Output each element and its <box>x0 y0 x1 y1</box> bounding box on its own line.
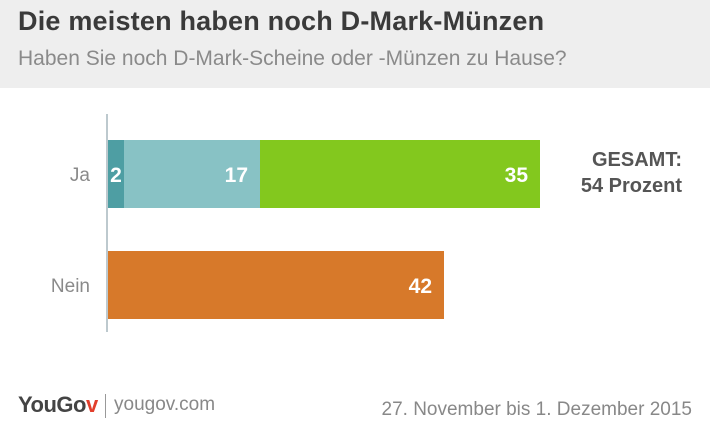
category-label-ja: Ja <box>70 165 91 186</box>
bar-segment <box>108 251 444 319</box>
bar-segment <box>260 140 540 208</box>
total-annotation: GESAMT: 54 Prozent <box>520 147 682 199</box>
data-label: 2 <box>110 164 122 187</box>
total-label: GESAMT: <box>592 149 682 171</box>
logo-accent: v <box>85 392 98 417</box>
yougov-logo: YouGov <box>18 392 98 418</box>
total-value: 54 Prozent <box>580 175 682 197</box>
bar-segment <box>108 140 124 208</box>
chart-title: Die meisten haben noch D-Mark-Münzen <box>18 6 545 36</box>
data-label: 42 <box>409 275 432 298</box>
survey-date: 27. November bis 1. Dezember 2015 <box>381 399 693 420</box>
footer-url: yougov.com <box>114 394 216 415</box>
data-label: 17 <box>225 164 248 187</box>
chart-subtitle: Haben Sie noch D-Mark-Scheine oder -Münz… <box>18 47 567 70</box>
chart-header: Die meisten haben noch D-Mark-Münzen Hab… <box>0 0 710 88</box>
bar-segment <box>124 140 260 208</box>
category-label-nein: Nein <box>51 276 90 297</box>
data-label: 35 <box>505 164 529 187</box>
bar-chart: Ja Nein 2 17 35 42 <box>51 114 540 332</box>
footer-divider <box>105 394 106 418</box>
logo-text: YouGov <box>18 392 98 417</box>
y-axis-line <box>106 114 108 332</box>
